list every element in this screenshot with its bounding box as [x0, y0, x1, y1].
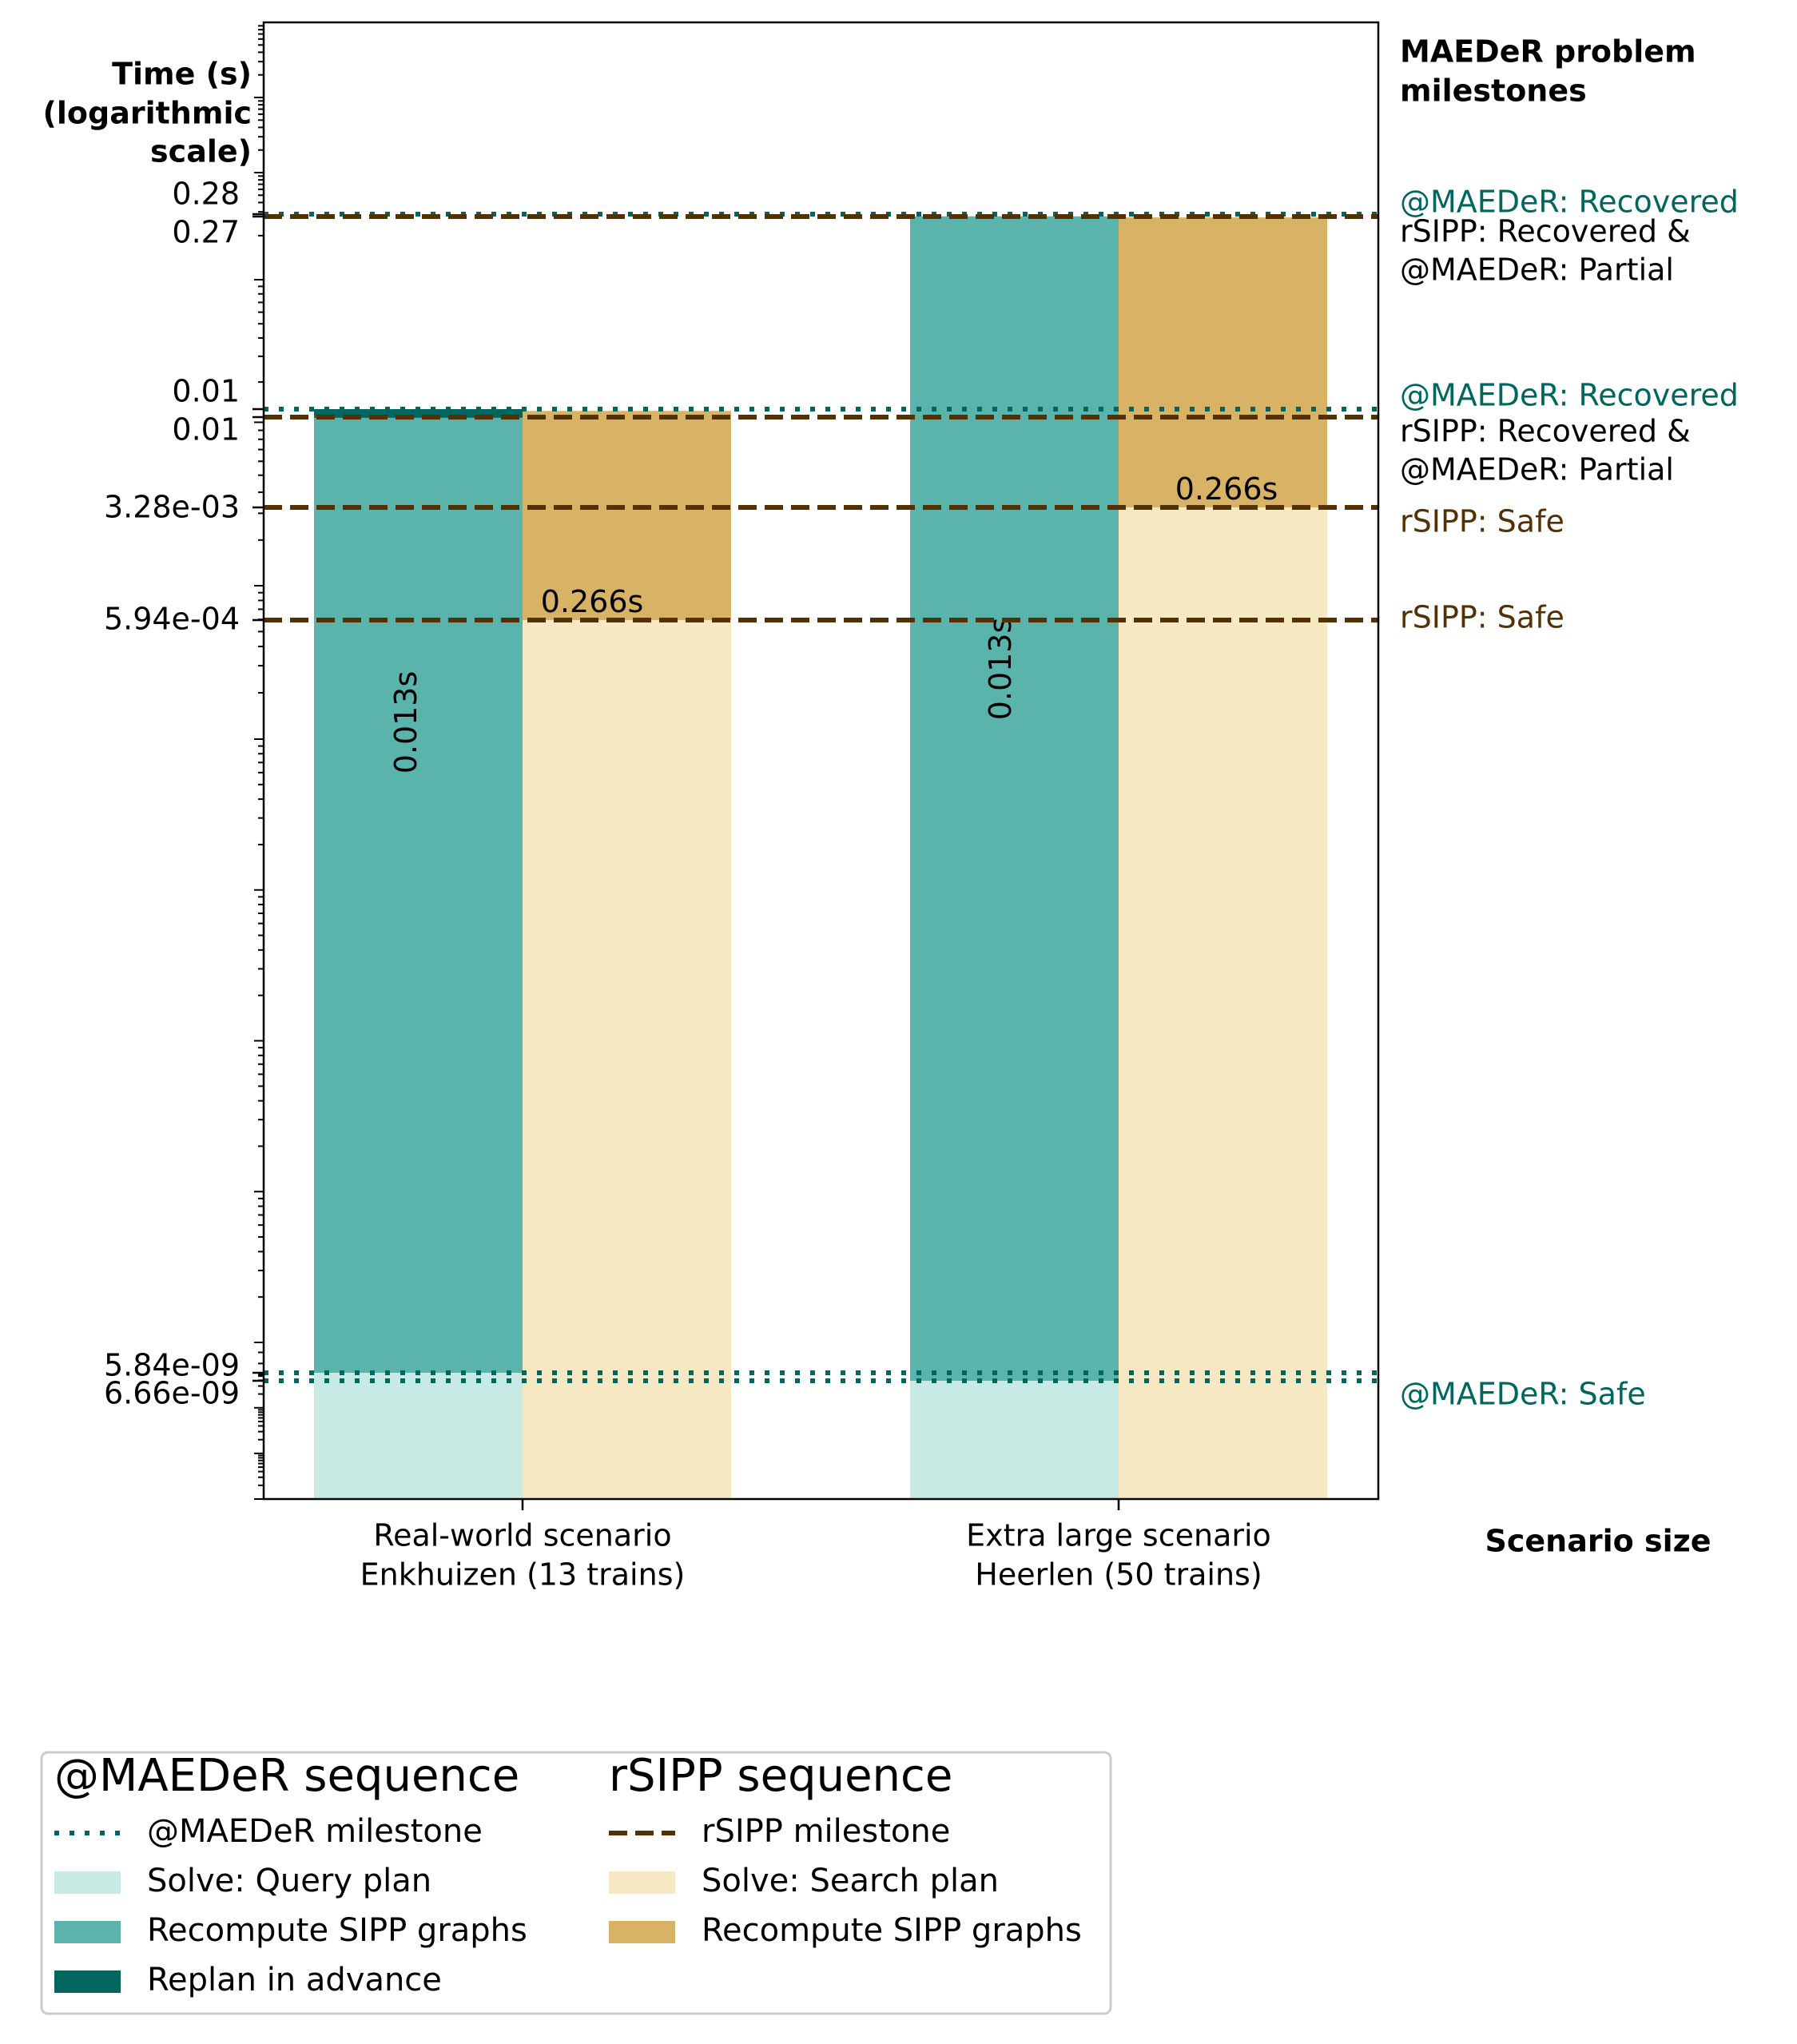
bar-seq1-cat0-seg1	[523, 411, 731, 620]
milestone-label-5-0: rSIPP: Safe	[1400, 600, 1564, 635]
x-tick-label-1-0: Extra large scenario	[966, 1518, 1271, 1553]
x-axis-label: Scenario size	[1485, 1524, 1712, 1559]
y-axis-label-line-2: scale)	[150, 134, 252, 169]
legend-title-1: rSIPP sequence	[609, 1750, 952, 1802]
bar-seq0-cat1-seg1	[910, 216, 1119, 1381]
total-label-seq0-cat1: 0.266s	[541, 584, 644, 619]
legend-label-1-2: Recompute SIPP graphs	[702, 1912, 1082, 1949]
legend-title-0: @MAEDeR sequence	[54, 1750, 519, 1802]
bar-seq0-cat0-seg1	[314, 417, 523, 1373]
legend-swatch-1-1	[609, 1871, 675, 1894]
legend-label-1-1: Solve: Search plan	[702, 1863, 999, 1899]
x-tick-label-0-0: Real-world scenario	[373, 1518, 671, 1553]
y-tick-label-4: 3.28e-03	[104, 490, 240, 525]
legend-swatch-1-2	[609, 1921, 675, 1943]
bar-seq1-cat1-seg0	[1119, 507, 1327, 1499]
bar-seq0-cat1-seg0	[910, 1381, 1119, 1499]
y-tick-label-0: 0.28	[172, 177, 240, 212]
y-tick-label-6: 5.84e-09	[104, 1348, 240, 1383]
bar-seq1-cat1-seg1	[1119, 217, 1327, 507]
bar-seq0-cat0-seg0	[314, 1373, 523, 1499]
legend-swatch-0-1	[54, 1871, 121, 1894]
total-label-seq0-cat0: 0.013s	[388, 671, 423, 774]
milestones-title-line-1: milestones	[1400, 74, 1587, 109]
legend-swatch-0-3	[54, 1970, 121, 1993]
milestone-label-4-0: rSIPP: Safe	[1400, 504, 1564, 539]
x-tick-label-0-1: Enkhuizen (13 trains)	[360, 1557, 686, 1593]
y-tick-label-1: 0.27	[172, 215, 240, 250]
milestone-label-3-0: rSIPP: Recovered &	[1400, 414, 1691, 449]
legend-label-0-3: Replan in advance	[147, 1962, 442, 1998]
legend-box	[40, 1751, 1112, 2015]
legend-label-0-2: Recompute SIPP graphs	[147, 1912, 527, 1949]
milestone-label-0-0: @MAEDeR: Recovered	[1400, 185, 1739, 220]
legend-label-1-0: rSIPP milestone	[702, 1813, 950, 1850]
y-axis-label-line-1: (logarithmic	[43, 96, 252, 131]
x-tick-label-1-1: Heerlen (50 trains)	[975, 1557, 1262, 1593]
milestone-label-1-0: rSIPP: Recovered &	[1400, 214, 1691, 249]
bar-seq1-cat0-seg0	[523, 620, 731, 1499]
y-tick-label-3: 0.01	[172, 412, 240, 447]
milestone-label-1-1: @MAEDeR: Partial	[1400, 253, 1674, 288]
legend-label-0-1: Solve: Query plan	[147, 1863, 431, 1899]
total-label-seq1-cat0: 0.013s	[983, 618, 1018, 721]
total-label-seq1-cat1: 0.266s	[1175, 471, 1278, 507]
legend-label-0-0: @MAEDeR milestone	[147, 1813, 483, 1850]
milestones-title-line-0: MAEDeR problem	[1400, 34, 1696, 70]
bar-seq0-cat0-seg2	[314, 409, 523, 418]
y-tick-label-2: 0.01	[172, 374, 240, 409]
milestone-label-3-1: @MAEDeR: Partial	[1400, 452, 1674, 487]
y-axis-label-line-0: Time (s)	[112, 57, 252, 92]
milestone-label-2-0: @MAEDeR: Recovered	[1400, 378, 1739, 413]
y-tick-label-7: 6.66e-09	[104, 1376, 240, 1411]
plot-frame	[262, 21, 1380, 1501]
legend-swatch-0-2	[54, 1921, 121, 1943]
milestone-label-6-0: @MAEDeR: Safe	[1400, 1377, 1646, 1412]
y-tick-label-5: 5.94e-04	[104, 602, 240, 637]
